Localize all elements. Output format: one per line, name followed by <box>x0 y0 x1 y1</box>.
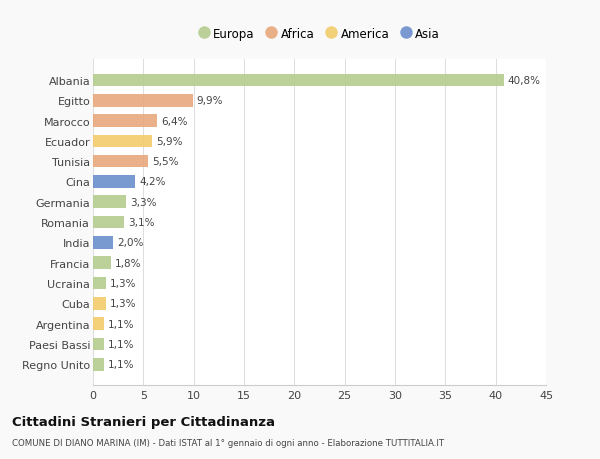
Text: 1,1%: 1,1% <box>108 359 134 369</box>
Bar <box>93 74 504 87</box>
Text: 4,2%: 4,2% <box>139 177 166 187</box>
Text: 1,8%: 1,8% <box>115 258 142 268</box>
Text: 40,8%: 40,8% <box>508 76 541 86</box>
Text: 1,3%: 1,3% <box>110 299 137 308</box>
Legend: Europa, Africa, America, Asia: Europa, Africa, America, Asia <box>194 23 445 45</box>
Text: 9,9%: 9,9% <box>197 96 223 106</box>
Text: 3,3%: 3,3% <box>130 197 157 207</box>
Bar <box>93 236 113 249</box>
Text: Cittadini Stranieri per Cittadinanza: Cittadini Stranieri per Cittadinanza <box>12 415 275 428</box>
Bar <box>93 95 193 107</box>
Text: 2,0%: 2,0% <box>117 238 143 248</box>
Bar <box>93 277 106 290</box>
Text: 1,3%: 1,3% <box>110 279 137 288</box>
Text: 3,1%: 3,1% <box>128 218 155 228</box>
Text: 5,9%: 5,9% <box>157 137 183 146</box>
Bar <box>93 176 135 188</box>
Bar <box>93 318 104 330</box>
Text: COMUNE DI DIANO MARINA (IM) - Dati ISTAT al 1° gennaio di ogni anno - Elaborazio: COMUNE DI DIANO MARINA (IM) - Dati ISTAT… <box>12 438 444 448</box>
Text: 1,1%: 1,1% <box>108 319 134 329</box>
Bar <box>93 257 111 269</box>
Text: 5,5%: 5,5% <box>152 157 179 167</box>
Bar <box>93 156 148 168</box>
Bar <box>93 216 124 229</box>
Bar <box>93 358 104 371</box>
Text: 1,1%: 1,1% <box>108 339 134 349</box>
Bar <box>93 338 104 351</box>
Bar <box>93 196 126 209</box>
Bar <box>93 115 157 128</box>
Bar <box>93 135 152 148</box>
Bar <box>93 297 106 310</box>
Text: 6,4%: 6,4% <box>161 116 188 126</box>
